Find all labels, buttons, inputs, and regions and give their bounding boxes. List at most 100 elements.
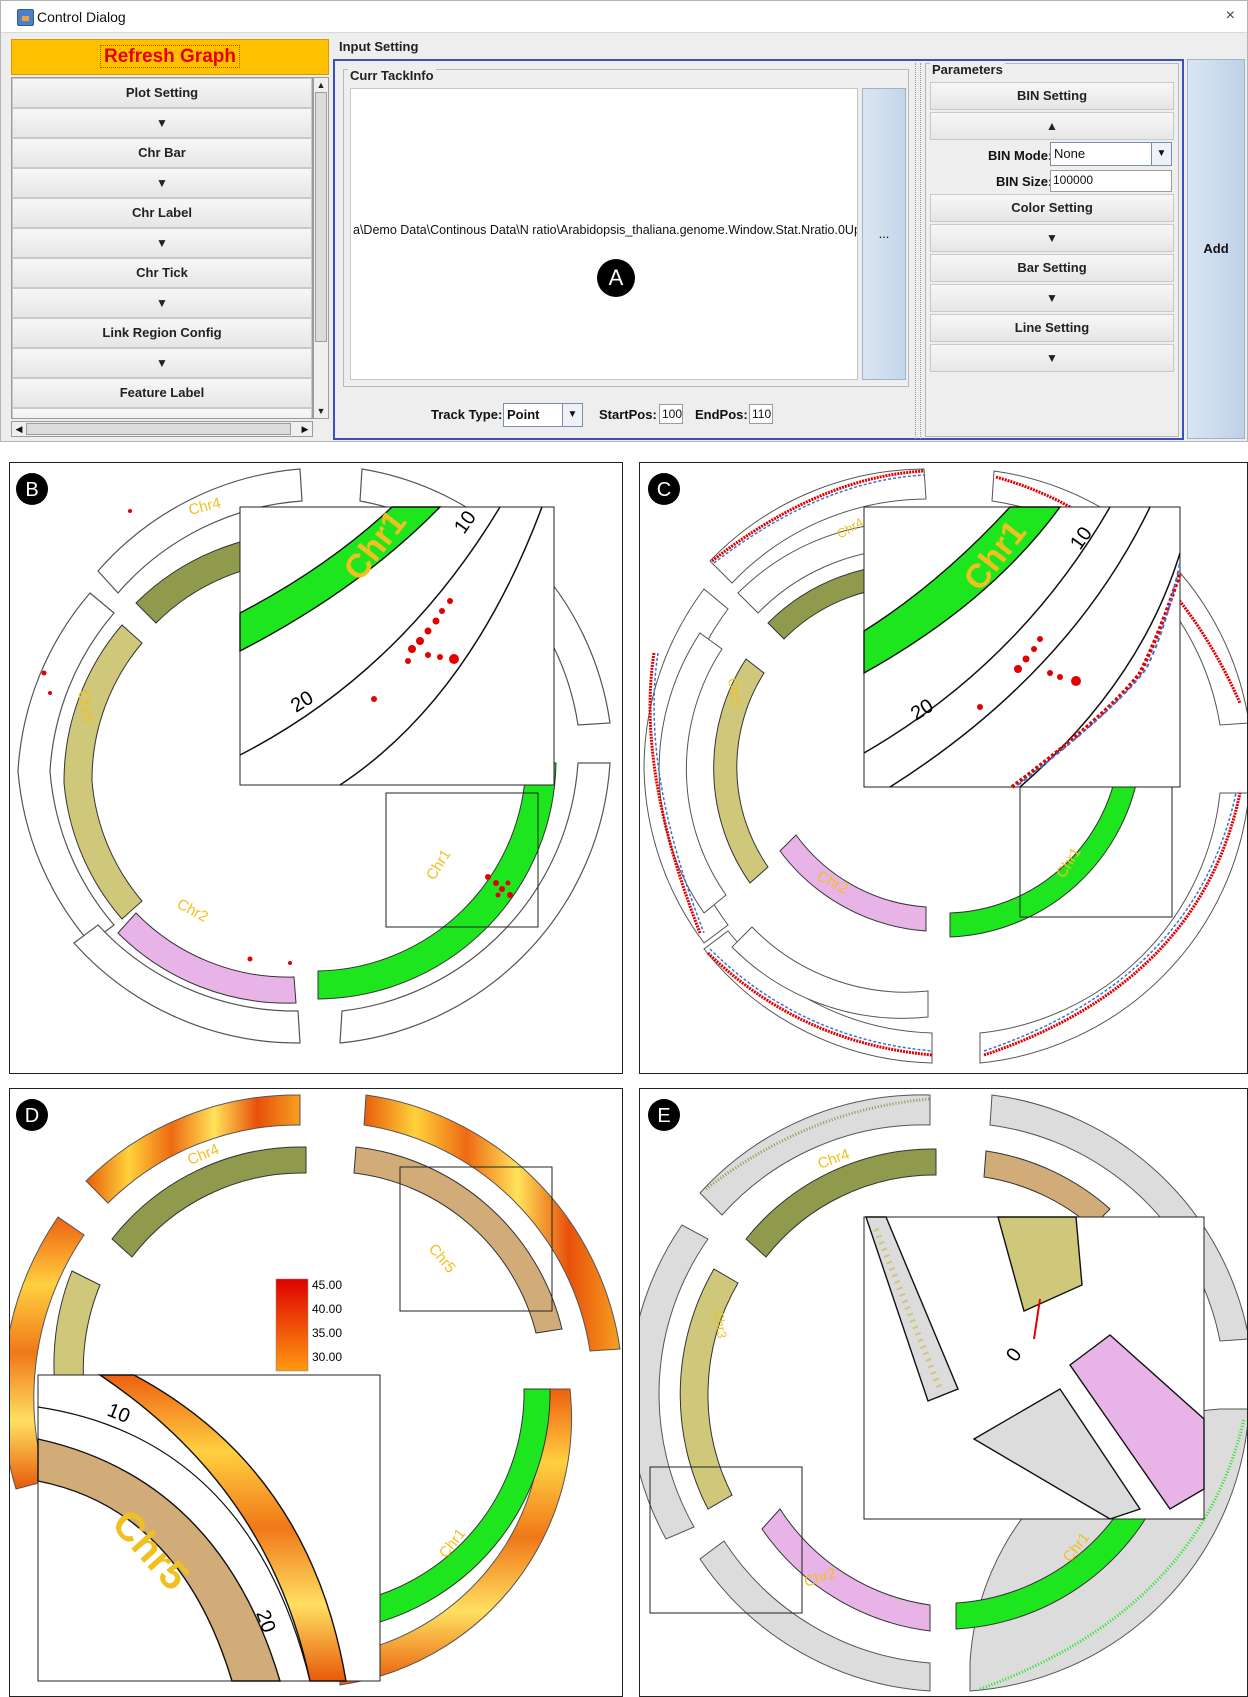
bin-mode-select[interactable]: None ▼ bbox=[1050, 142, 1172, 166]
add-track-button[interactable]: Add bbox=[1187, 59, 1245, 439]
menu-expand-icon[interactable]: ▼ bbox=[12, 288, 312, 318]
split-pane-divider[interactable] bbox=[915, 63, 921, 439]
bar-setting-header[interactable]: Bar Setting bbox=[930, 254, 1174, 282]
expand-icon[interactable]: ▼ bbox=[930, 284, 1174, 312]
bin-size-input[interactable]: 100000 bbox=[1050, 170, 1172, 192]
heatmap-track-zoom bbox=[97, 1374, 347, 1682]
menu-expand-icon[interactable]: ▼ bbox=[12, 168, 312, 198]
panel-marker-d-text: D bbox=[25, 1105, 39, 1127]
track-box bbox=[97, 468, 303, 594]
collapse-icon[interactable]: ▲ bbox=[930, 112, 1174, 140]
menu-link-region-config[interactable]: Link Region Config bbox=[12, 318, 312, 348]
parameters-group: Parameters BIN Setting ▲ BIN Mode: None … bbox=[925, 62, 1179, 437]
color-legend-bar bbox=[275, 1278, 309, 1372]
point-series bbox=[41, 509, 513, 965]
menu-chr-tick[interactable]: Chr Tick bbox=[12, 258, 312, 288]
bin-mode-value: None bbox=[1054, 146, 1086, 161]
legend-value: 45.00 bbox=[312, 1278, 342, 1292]
expand-icon[interactable]: ▼ bbox=[930, 224, 1174, 252]
panel-marker-c-text: C bbox=[657, 479, 671, 501]
menu-vertical-scrollbar[interactable]: ▲ ▼ bbox=[313, 77, 329, 419]
browse-button[interactable]: ... bbox=[862, 88, 906, 380]
title-bar: Control Dialog × bbox=[1, 1, 1247, 33]
plot-menu-list: Plot Setting ▼ Chr Bar ▼ Chr Label ▼ Chr… bbox=[11, 77, 313, 419]
chr2-bar-zoom bbox=[1069, 1334, 1205, 1510]
color-setting-header[interactable]: Color Setting bbox=[930, 194, 1174, 222]
line-series-blue-zoom bbox=[1017, 562, 1181, 786]
chr4-bar bbox=[745, 1148, 937, 1258]
track-box bbox=[731, 926, 929, 1019]
histogram-series bbox=[979, 1418, 1246, 1691]
start-pos-input[interactable]: 100 bbox=[659, 404, 683, 424]
track-box bbox=[73, 924, 301, 1044]
plot-settings-panel: Refresh Graph Plot Setting ▼ Chr Bar ▼ C… bbox=[11, 39, 329, 439]
menu-horizontal-scrollbar[interactable]: ◀ ▶ bbox=[11, 421, 313, 437]
line-series-blue bbox=[653, 652, 705, 934]
chr3-bar bbox=[713, 658, 769, 884]
close-icon[interactable]: × bbox=[1225, 7, 1235, 24]
menu-chr-bar[interactable]: Chr Bar bbox=[12, 138, 312, 168]
scroll-right-icon[interactable]: ▶ bbox=[301, 424, 309, 434]
track-path-textarea[interactable]: a\Demo Data\Continous Data\N ratio\Arabi… bbox=[350, 88, 858, 380]
line-series-red-zoom bbox=[1010, 572, 1182, 789]
legend-value: 30.00 bbox=[312, 1350, 342, 1364]
curr-track-info-title: Curr TackInfo bbox=[348, 68, 436, 83]
panel-marker-e bbox=[648, 1099, 680, 1131]
menu-expand-icon[interactable]: ▼ bbox=[12, 228, 312, 258]
circos-panel-e: Chr4 Chr3 Chr2 Chr1 0 E bbox=[639, 1088, 1248, 1697]
bin-size-row: BIN Size: 100000 bbox=[930, 168, 1174, 194]
scroll-left-icon[interactable]: ◀ bbox=[15, 424, 23, 434]
legend-value: 35.00 bbox=[312, 1326, 342, 1340]
chr1-label: Chr1 bbox=[423, 847, 455, 884]
histogram-track bbox=[699, 1540, 931, 1692]
menu-plot-setting[interactable]: Plot Setting bbox=[12, 78, 312, 108]
chr3-bar bbox=[679, 1268, 739, 1510]
track-box bbox=[709, 468, 927, 584]
circos-panel-c: Chr1 Chr2 Chr4 Chr3 Chr1 10 20 C bbox=[639, 462, 1248, 1074]
menu-expand-icon[interactable]: ▼ bbox=[12, 408, 312, 418]
menu-chr-label[interactable]: Chr Label bbox=[12, 198, 312, 228]
heatmap-track bbox=[10, 1216, 85, 1490]
end-pos-input[interactable]: 110 bbox=[749, 404, 773, 424]
track-type-row: Track Type: Point ▼ StartPos: 100 EndPos… bbox=[335, 401, 909, 429]
scroll-down-icon[interactable]: ▼ bbox=[316, 406, 326, 416]
circos-panel-d: Chr4 Chr5 Chr1 45.00 40.00 35.00 30.00 C… bbox=[9, 1088, 623, 1697]
track-box bbox=[979, 792, 1247, 1064]
menu-feature-label[interactable]: Feature Label bbox=[12, 378, 312, 408]
track-config-frame: Curr TackInfo a\Demo Data\Continous Data… bbox=[333, 59, 1184, 440]
refresh-graph-button[interactable]: Refresh Graph bbox=[11, 39, 329, 75]
chr3-bar bbox=[63, 624, 143, 920]
chr3-label: Chr3 bbox=[711, 1309, 730, 1339]
track-type-select[interactable]: Point ▼ bbox=[503, 403, 583, 427]
bin-setting-header[interactable]: BIN Setting bbox=[930, 82, 1174, 110]
histogram-track-zoom bbox=[972, 1388, 1142, 1520]
line-series-red bbox=[983, 792, 1242, 1057]
scroll-thumb[interactable] bbox=[26, 423, 291, 435]
chr2-bar bbox=[761, 1508, 931, 1632]
menu-expand-icon[interactable]: ▼ bbox=[12, 108, 312, 138]
menu-expand-icon[interactable]: ▼ bbox=[12, 348, 312, 378]
legend-value: 40.00 bbox=[312, 1302, 342, 1316]
line-setting-header[interactable]: Line Setting bbox=[930, 314, 1174, 342]
circos-plot-d: Chr4 Chr5 Chr1 45.00 40.00 35.00 30.00 C… bbox=[10, 1094, 621, 1686]
input-setting-group: Input Setting Curr TackInfo a\Demo Data\… bbox=[333, 39, 1247, 441]
scroll-thumb[interactable] bbox=[315, 92, 327, 342]
circos-panel-b: Chr1 Chr4 Chr3 Chr2 Chr1 10 20 B bbox=[9, 462, 623, 1074]
heatmap-track bbox=[363, 1094, 621, 1352]
scroll-up-icon[interactable]: ▲ bbox=[316, 80, 326, 90]
zoom-region bbox=[385, 792, 539, 928]
control-dialog: Control Dialog × Refresh Graph Plot Sett… bbox=[0, 0, 1248, 442]
start-pos-label: StartPos: bbox=[599, 407, 657, 422]
point-series-zoom bbox=[371, 598, 459, 702]
chevron-down-icon[interactable]: ▼ bbox=[562, 404, 582, 426]
chr5-label: Chr5 bbox=[425, 1241, 459, 1277]
chevron-down-icon[interactable]: ▼ bbox=[1151, 143, 1171, 165]
track-box bbox=[339, 762, 611, 1044]
parameters-title: Parameters bbox=[930, 62, 1005, 77]
panel-marker-a: A bbox=[597, 259, 635, 297]
chr3-label: Chr3 bbox=[74, 689, 96, 724]
chr4-bar bbox=[111, 1146, 307, 1258]
refresh-graph-label: Refresh Graph bbox=[100, 45, 240, 68]
chr1-bar bbox=[949, 762, 1141, 938]
expand-icon[interactable]: ▼ bbox=[930, 344, 1174, 372]
